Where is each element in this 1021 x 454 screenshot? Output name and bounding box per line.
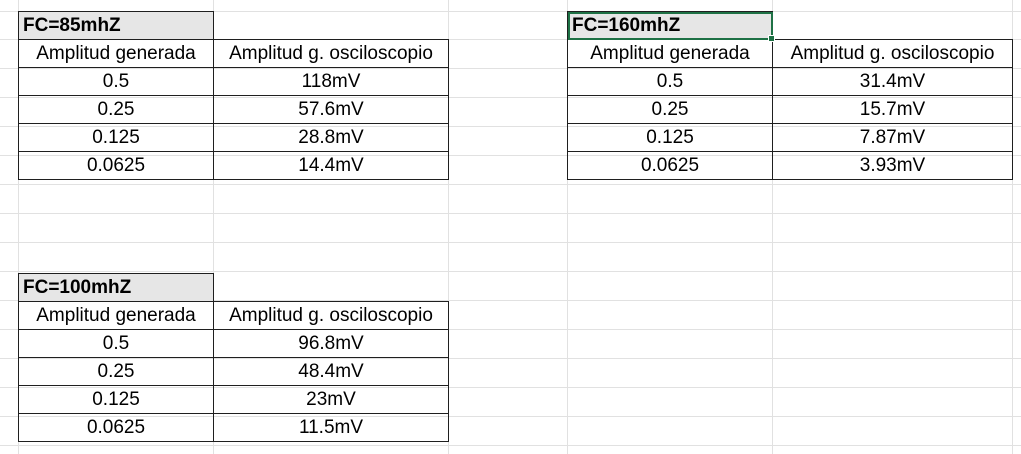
table-row: 0.0625 14.4mV bbox=[18, 151, 449, 180]
cell-amplitud-osciloscopio[interactable]: 11.5mV bbox=[213, 413, 449, 442]
table-title-row: FC=85mhZ bbox=[18, 11, 449, 40]
gridline-horizontal bbox=[0, 358, 1021, 359]
empty-cell[interactable] bbox=[773, 12, 1013, 40]
table-title-cell[interactable]: FC=100mhZ bbox=[18, 273, 214, 302]
cell-amplitud-osciloscopio[interactable]: 7.87mV bbox=[772, 123, 1013, 152]
gridline-horizontal bbox=[0, 329, 1021, 330]
header-amplitud-generada[interactable]: Amplitud generada bbox=[18, 39, 214, 68]
gridline-horizontal bbox=[0, 126, 1021, 127]
empty-cell[interactable] bbox=[214, 274, 449, 302]
gridline-horizontal bbox=[0, 416, 1021, 417]
gridline-horizontal bbox=[0, 68, 1021, 69]
table-fc-160: FC=160mhZ Amplitud generada Amplitud g. … bbox=[567, 11, 1013, 180]
table-header-row: Amplitud generada Amplitud g. osciloscop… bbox=[18, 39, 449, 68]
gridline-horizontal bbox=[0, 445, 1021, 446]
gridline-horizontal bbox=[0, 271, 1021, 272]
empty-cell[interactable] bbox=[214, 12, 449, 40]
cell-amplitud-osciloscopio[interactable]: 48.4mV bbox=[213, 357, 449, 386]
header-amplitud-generada[interactable]: Amplitud generada bbox=[18, 301, 214, 330]
gridline-horizontal bbox=[0, 39, 1021, 40]
gridline-horizontal bbox=[0, 97, 1021, 98]
header-amplitud-generada[interactable]: Amplitud generada bbox=[567, 39, 773, 68]
gridline-horizontal bbox=[0, 184, 1021, 185]
cell-amplitud-osciloscopio[interactable]: 57.6mV bbox=[213, 95, 449, 124]
cell-amplitud-generada[interactable]: 0.0625 bbox=[18, 413, 214, 442]
gridline-horizontal bbox=[0, 387, 1021, 388]
gridline-horizontal bbox=[0, 242, 1021, 243]
table-title-row: FC=160mhZ bbox=[567, 11, 1013, 40]
gridline-vertical bbox=[18, 0, 19, 454]
table-row: 0.5 96.8mV bbox=[18, 329, 449, 358]
gridline-vertical bbox=[772, 0, 773, 454]
table-row: 0.0625 3.93mV bbox=[567, 151, 1013, 180]
cell-amplitud-generada[interactable]: 0.125 bbox=[18, 385, 214, 414]
cell-amplitud-generada[interactable]: 0.5 bbox=[18, 329, 214, 358]
cell-amplitud-osciloscopio[interactable]: 3.93mV bbox=[772, 151, 1013, 180]
gridline-horizontal bbox=[0, 11, 1021, 12]
table-row: 0.5 118mV bbox=[18, 67, 449, 96]
gridline-vertical bbox=[213, 0, 214, 454]
table-header-row: Amplitud generada Amplitud g. osciloscop… bbox=[567, 39, 1013, 68]
table-row: 0.125 7.87mV bbox=[567, 123, 1013, 152]
cell-amplitud-osciloscopio[interactable]: 14.4mV bbox=[213, 151, 449, 180]
table-row: 0.125 23mV bbox=[18, 385, 449, 414]
cell-amplitud-osciloscopio[interactable]: 23mV bbox=[213, 385, 449, 414]
cell-amplitud-generada[interactable]: 0.125 bbox=[567, 123, 773, 152]
table-row: 0.5 31.4mV bbox=[567, 67, 1013, 96]
gridline-horizontal bbox=[0, 155, 1021, 156]
table-fc-100: FC=100mhZ Amplitud generada Amplitud g. … bbox=[18, 273, 449, 442]
header-amplitud-osciloscopio[interactable]: Amplitud g. osciloscopio bbox=[213, 301, 449, 330]
header-amplitud-osciloscopio[interactable]: Amplitud g. osciloscopio bbox=[772, 39, 1013, 68]
header-amplitud-osciloscopio[interactable]: Amplitud g. osciloscopio bbox=[213, 39, 449, 68]
table-fc-85: FC=85mhZ Amplitud generada Amplitud g. o… bbox=[18, 11, 449, 180]
cell-amplitud-osciloscopio[interactable]: 31.4mV bbox=[772, 67, 1013, 96]
table-row: 0.125 28.8mV bbox=[18, 123, 449, 152]
fill-handle[interactable] bbox=[768, 35, 775, 42]
cell-amplitud-generada[interactable]: 0.0625 bbox=[567, 151, 773, 180]
gridline-horizontal bbox=[0, 213, 1021, 214]
table-title-row: FC=100mhZ bbox=[18, 273, 449, 302]
gridline-horizontal bbox=[0, 300, 1021, 301]
cell-amplitud-generada[interactable]: 0.25 bbox=[18, 357, 214, 386]
cell-amplitud-generada[interactable]: 0.125 bbox=[18, 123, 214, 152]
gridline-vertical bbox=[567, 0, 568, 454]
cell-amplitud-generada[interactable]: 0.25 bbox=[18, 95, 214, 124]
table-row: 0.0625 11.5mV bbox=[18, 413, 449, 442]
cell-amplitud-generada[interactable]: 0.5 bbox=[567, 67, 773, 96]
gridline-vertical bbox=[1012, 0, 1013, 454]
table-row: 0.25 15.7mV bbox=[567, 95, 1013, 124]
table-header-row: Amplitud generada Amplitud g. osciloscop… bbox=[18, 301, 449, 330]
cell-amplitud-generada[interactable]: 0.0625 bbox=[18, 151, 214, 180]
gridline-vertical bbox=[448, 0, 449, 454]
table-title-cell[interactable]: FC=85mhZ bbox=[18, 11, 214, 40]
table-row: 0.25 57.6mV bbox=[18, 95, 449, 124]
cell-amplitud-osciloscopio[interactable]: 28.8mV bbox=[213, 123, 449, 152]
cell-amplitud-generada[interactable]: 0.5 bbox=[18, 67, 214, 96]
cell-amplitud-osciloscopio[interactable]: 96.8mV bbox=[213, 329, 449, 358]
cell-amplitud-osciloscopio[interactable]: 15.7mV bbox=[772, 95, 1013, 124]
cell-amplitud-generada[interactable]: 0.25 bbox=[567, 95, 773, 124]
cell-amplitud-osciloscopio[interactable]: 118mV bbox=[213, 67, 449, 96]
table-row: 0.25 48.4mV bbox=[18, 357, 449, 386]
table-title-cell-selected[interactable]: FC=160mhZ bbox=[567, 11, 773, 40]
